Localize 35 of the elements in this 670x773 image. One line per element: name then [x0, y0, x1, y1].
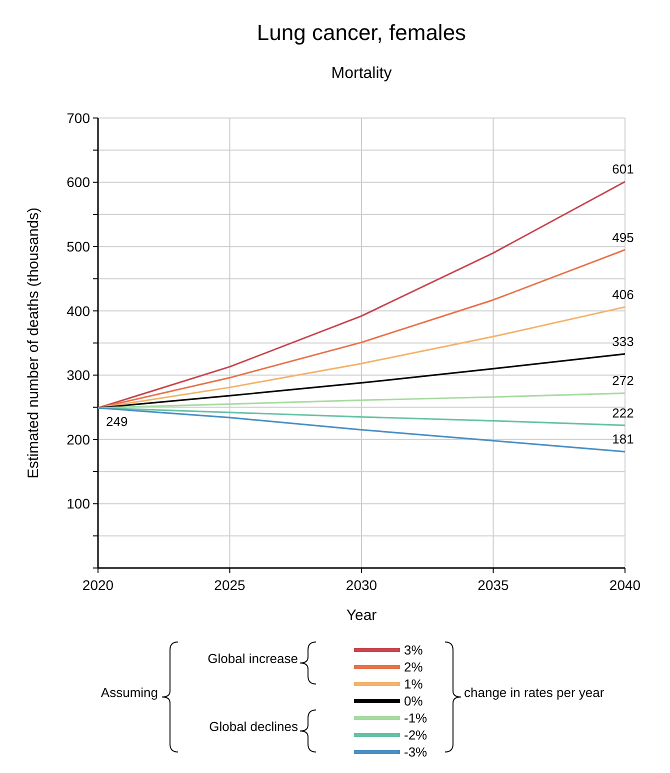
y-tick-label: 500: [66, 238, 90, 254]
x-tick-label: 2025: [214, 577, 246, 593]
y-tick-label: 200: [66, 431, 90, 448]
x-axis-title: Year: [346, 607, 377, 624]
y-tick-label: 600: [66, 174, 90, 190]
y-axis-title: Estimated number of deaths (thousands): [25, 208, 42, 478]
legend-label: -3%: [404, 744, 428, 760]
y-tick-label: 300: [66, 367, 90, 384]
data-label: 222: [612, 405, 634, 420]
text: Assuming: [100, 685, 158, 700]
text: Global increase: [208, 651, 298, 666]
data-label: 406: [612, 287, 634, 302]
text: change in rates per year: [464, 685, 605, 700]
x-tick-label: 2020: [82, 577, 114, 593]
data-label: 495: [612, 230, 634, 245]
data-label: 272: [612, 373, 634, 388]
y-tick-label: 700: [66, 110, 90, 126]
x-tick-label: 2030: [346, 577, 378, 593]
chart-title: Lung cancer, females: [256, 20, 466, 45]
y-tick-label: 400: [66, 302, 90, 319]
text: Global declines: [209, 719, 298, 734]
data-label: 601: [612, 162, 634, 177]
chart-subtitle: Mortality: [331, 65, 392, 82]
legend-label: 1%: [404, 676, 424, 692]
legend-label: -1%: [404, 710, 428, 726]
x-tick-label: 2040: [609, 577, 641, 593]
data-label: 333: [612, 334, 634, 349]
data-label: 249: [106, 414, 128, 429]
legend-label: -2%: [404, 728, 428, 743]
data-label: 181: [612, 432, 634, 447]
legend-label: 3%: [404, 642, 424, 658]
legend-label: 0%: [404, 694, 424, 709]
legend-label: 2%: [404, 660, 424, 675]
y-tick-label: 100: [66, 496, 90, 512]
x-tick-label: 2035: [478, 577, 510, 593]
